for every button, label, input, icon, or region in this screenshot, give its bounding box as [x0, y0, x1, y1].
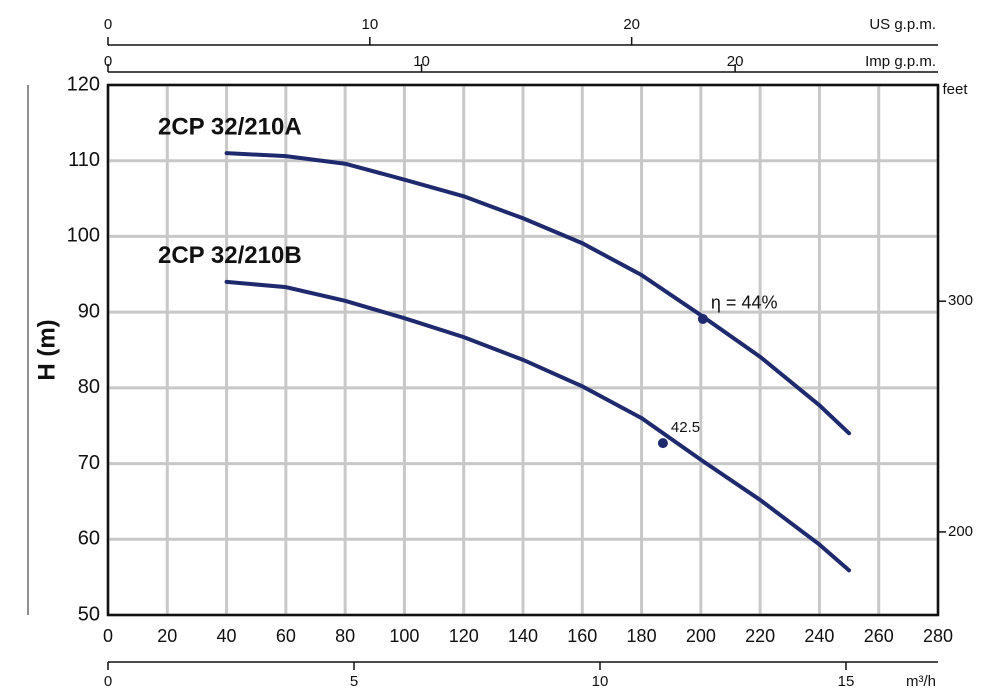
x-tick-label: 180	[627, 626, 657, 646]
axis-tick-label: 20	[727, 53, 744, 70]
y-tick-label: 60	[78, 528, 100, 550]
axis-tick-label: 20	[623, 16, 640, 33]
axis-unit-label: m³/h	[906, 673, 936, 690]
axis-tick-label: 0	[104, 673, 112, 690]
x-tick-label: 240	[804, 626, 834, 646]
x-tick-label: 220	[745, 626, 775, 646]
y-tick-label: 90	[78, 300, 100, 322]
series-label: 2CP 32/210B	[158, 242, 302, 269]
curve	[224, 279, 852, 573]
axis-tick-label: 15	[838, 673, 855, 690]
axis-tick-label: 10	[592, 673, 609, 690]
y-tick-label: 100	[67, 225, 100, 247]
axis-tick-label: 10	[413, 53, 430, 70]
x-tick-label: 0	[103, 626, 113, 646]
x-tick-label: 200	[686, 626, 716, 646]
x-tick-label: 100	[389, 626, 419, 646]
axis-tick-label: 10	[361, 16, 378, 33]
axis-tick-label: 0	[104, 53, 112, 70]
x-tick-label: 60	[276, 626, 296, 646]
y-axis-label: H (m)	[33, 319, 60, 380]
y2-tick-label: 200	[948, 523, 973, 540]
axis-unit-label: Imp g.p.m.	[865, 53, 936, 70]
plot-frame	[106, 83, 940, 617]
efficiency-label: η = 44%	[711, 293, 778, 313]
x-tick-label: 120	[449, 626, 479, 646]
x-tick-label: 20	[157, 626, 177, 646]
y2-tick-label: 300	[948, 292, 973, 309]
axis-tick-label: 5	[350, 673, 358, 690]
efficiency-point	[697, 313, 708, 324]
efficiency-point	[657, 438, 668, 449]
y-tick-label: 80	[78, 376, 100, 398]
x-tick-label: 280	[923, 626, 953, 646]
efficiency-label: 42.5	[671, 419, 700, 436]
x-tick-label: 140	[508, 626, 538, 646]
y-tick-label: 70	[78, 452, 100, 474]
y-tick-label: 120	[67, 73, 100, 95]
y2-axis-label: feet	[942, 81, 968, 98]
y-tick-label: 110	[68, 149, 100, 171]
x-tick-label: 260	[864, 626, 894, 646]
curve	[224, 151, 852, 436]
x-tick-label: 40	[217, 626, 237, 646]
axis-unit-label: US g.p.m.	[869, 16, 936, 33]
y-tick-label: 50	[78, 603, 100, 625]
series-label: 2CP 32/210A	[158, 113, 302, 140]
x-tick-label: 160	[567, 626, 597, 646]
axis-tick-label: 0	[104, 16, 112, 33]
x-tick-label: 80	[335, 626, 355, 646]
